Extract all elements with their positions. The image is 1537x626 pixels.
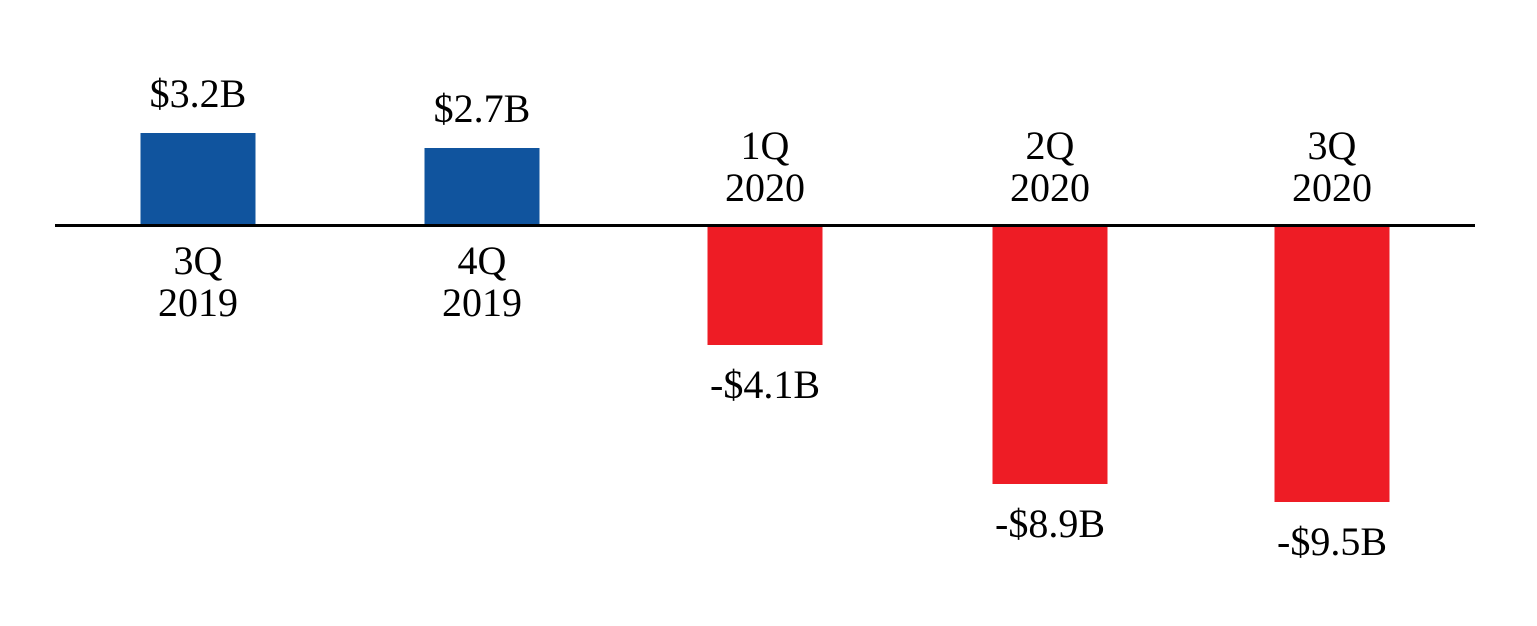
- category-quarter: 2Q: [1025, 123, 1075, 168]
- category-label: 3Q 2019: [158, 240, 238, 324]
- category-label: 3Q 2020: [1292, 125, 1372, 209]
- category-year: 2020: [1010, 165, 1090, 210]
- bar: [140, 133, 256, 226]
- bar-group: -$9.5B 3Q 2020: [1190, 0, 1474, 626]
- category-year: 2020: [725, 165, 805, 210]
- bar: [992, 226, 1108, 485]
- category-label: 4Q 2019: [442, 240, 522, 324]
- category-year: 2020: [1292, 165, 1372, 210]
- bar: [1274, 226, 1390, 502]
- category-quarter: 4Q: [457, 238, 507, 283]
- value-label: $2.7B: [433, 85, 531, 131]
- category-year: 2019: [158, 280, 238, 325]
- category-label: 2Q 2020: [1010, 125, 1090, 209]
- value-label: $3.2B: [149, 71, 247, 117]
- value-label: -$9.5B: [1277, 518, 1387, 564]
- category-quarter: 1Q: [740, 123, 790, 168]
- bar-group: -$8.9B 2Q 2020: [908, 0, 1192, 626]
- bar: [424, 147, 540, 226]
- value-label: -$4.1B: [710, 361, 820, 407]
- bar-group: $3.2B 3Q 2019: [56, 0, 340, 626]
- bar-group: -$4.1B 1Q 2020: [623, 0, 907, 626]
- category-quarter: 3Q: [173, 238, 223, 283]
- zero-axis-line: [55, 224, 1475, 227]
- bar: [707, 226, 823, 345]
- category-label: 1Q 2020: [725, 125, 805, 209]
- value-label: -$8.9B: [995, 501, 1105, 547]
- category-quarter: 3Q: [1307, 123, 1357, 168]
- category-year: 2019: [442, 280, 522, 325]
- bar-group: $2.7B 4Q 2019: [340, 0, 624, 626]
